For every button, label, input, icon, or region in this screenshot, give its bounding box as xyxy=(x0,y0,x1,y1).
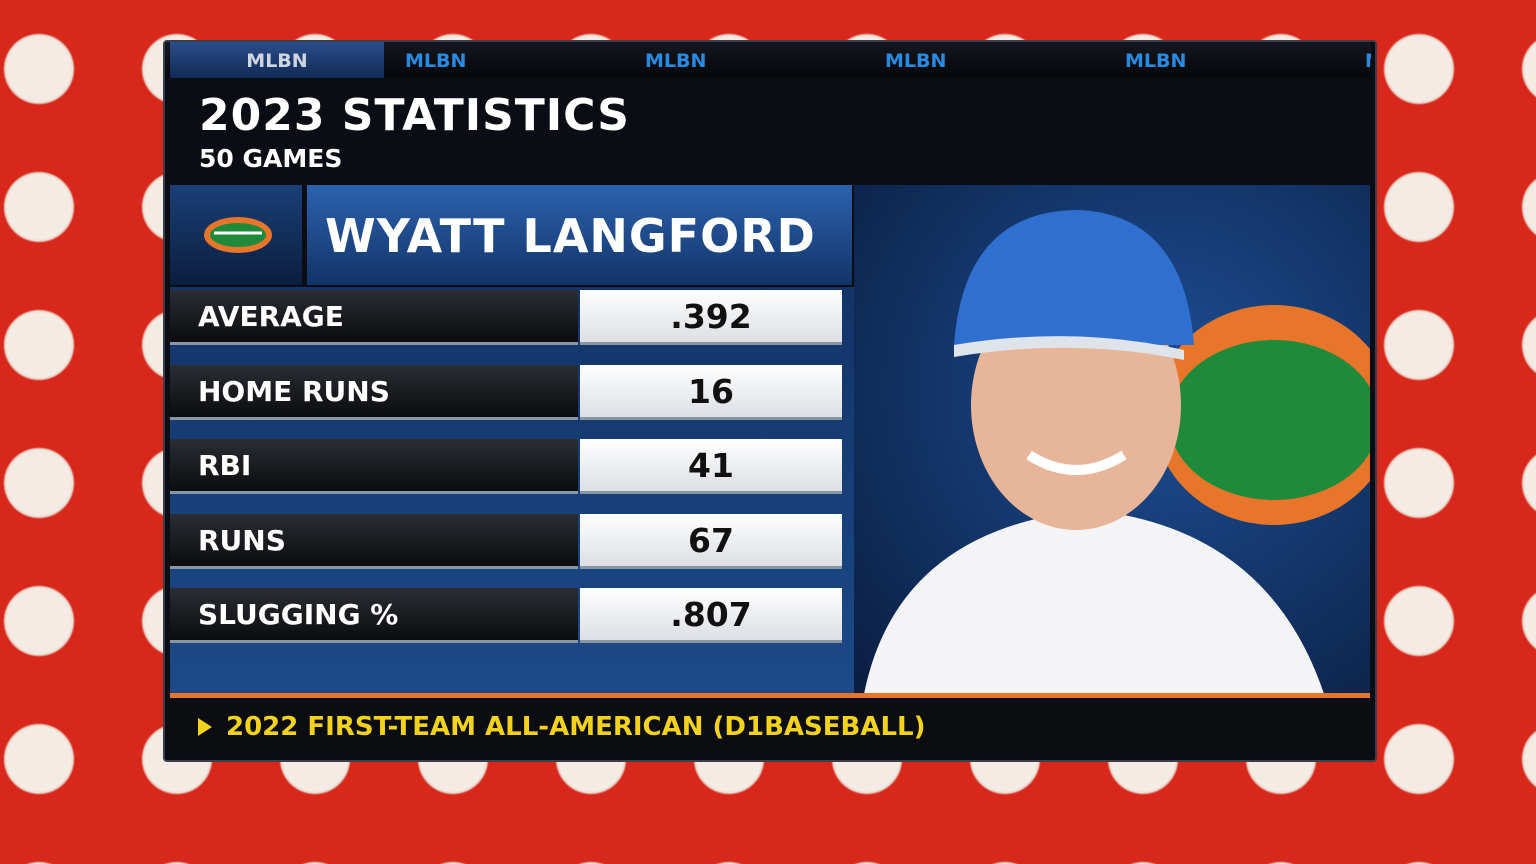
footer-note: 2022 FIRST-TEAM ALL-AMERICAN (D1BASEBALL… xyxy=(226,712,926,742)
stat-label: RUNS xyxy=(170,513,578,569)
team-logo xyxy=(170,185,302,285)
subtitle: 50 GAMES xyxy=(199,144,343,173)
stat-value: .807 xyxy=(580,588,842,643)
ticker-item: MLBN xyxy=(645,50,707,72)
ticker-item: MLBN xyxy=(1365,50,1371,72)
ticker-item: MLBN xyxy=(1125,50,1187,72)
stat-label: SLUGGING % xyxy=(170,588,578,643)
stat-value: 41 xyxy=(580,439,842,494)
player-photo xyxy=(854,185,1375,694)
stats-panel: MLBN MLBN MLBN MLBN MLBN MLBN 2023 STATISTICS… xyxy=(163,40,1377,762)
gator-icon xyxy=(204,217,272,253)
stat-label: HOME RUNS xyxy=(170,364,578,420)
arrow-icon xyxy=(198,718,212,736)
player-name: WYATT LANGFORD xyxy=(325,209,816,263)
stat-label: RBI xyxy=(170,439,578,494)
accent-line xyxy=(170,693,1370,698)
stat-value: 67 xyxy=(580,513,842,569)
title: 2023 STATISTICS xyxy=(199,90,630,141)
name-box: WYATT LANGFORD xyxy=(307,185,852,285)
ticker-item: MLBN xyxy=(885,50,947,72)
stat-value: 16 xyxy=(580,364,842,420)
ticker: MLBN MLBN MLBN MLBN MLBN MLBN xyxy=(165,42,1371,78)
photo-art xyxy=(864,210,1375,694)
ticker-item: MLBN xyxy=(170,42,384,78)
stat-label: AVERAGE xyxy=(170,290,578,345)
footer: 2022 FIRST-TEAM ALL-AMERICAN (D1BASEBALL… xyxy=(170,698,1370,756)
stat-value: .392 xyxy=(580,290,842,345)
ticker-item: MLBN xyxy=(405,50,467,72)
